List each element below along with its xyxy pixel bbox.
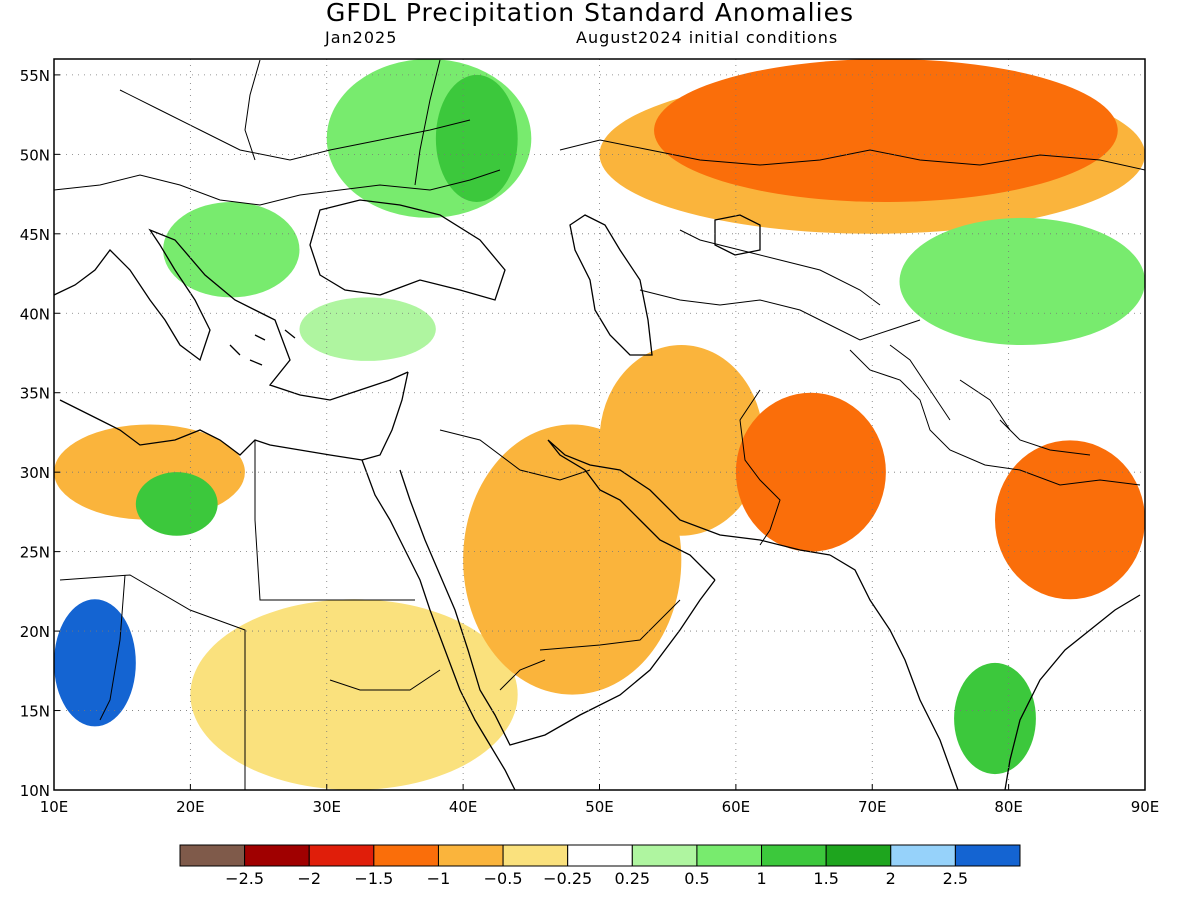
colorbar-swatch [437,844,504,867]
colorbar-swatch [502,844,569,867]
lat-tick-label: 30N [20,464,50,482]
map-axes: 10E 20E 30E 40E 50E 60E 70E 80E 90E 10N 15N 20N 25N 3… [20,67,1160,816]
colorbar-swatch [890,844,956,867]
lat-tick-label: 55N [20,67,50,85]
black-sea [309,199,506,301]
colorbar-swatch [244,844,310,867]
india-west-coast [829,554,959,790]
forecast-month: Jan2025 [325,28,398,47]
lat-tick-label: 20N [20,623,50,641]
lat-tick-label: 25N [20,544,50,562]
country-borders [54,59,1145,790]
lat-tick-label: 35N [20,385,50,403]
anomaly-region-10 [163,202,300,298]
lat-tick-label: 10N [20,782,50,800]
anomaly-region-6 [599,345,764,536]
anomaly-region-5 [899,217,1145,346]
colorbar-label: 2.5 [943,869,968,888]
north-africa-coast [59,399,363,461]
lon-tick-label: 20E [176,798,205,816]
colorbar-label: −1 [427,869,451,888]
colorbar-swatch [567,844,633,867]
colorbar-label: 1.5 [813,869,838,888]
caspian-sea [569,214,653,356]
colorbar-swatch [373,844,439,867]
lat-tick-label: 50N [20,146,50,164]
levant-coast [361,371,409,461]
colorbar-label: −2 [297,869,321,888]
persian-gulf-coast [547,439,831,581]
initial-conditions-label: August2024 initial conditions [576,28,839,47]
colorbar-label: 2 [886,869,896,888]
lat-tick-label: 15N [20,703,50,721]
colorbar-swatch [696,844,763,867]
colorbar-label: −0.25 [543,869,592,888]
map-title: GFDL Precipitation Standard Anomalies [326,0,854,27]
lon-tick-label: 80E [994,798,1023,816]
colorbar-label: 0.25 [614,869,650,888]
colorbar-swatch [631,844,698,867]
anomaly-region-15 [135,472,218,536]
colorbar-swatch [308,844,375,867]
anomaly-region-8 [994,440,1145,600]
balkan-islands [229,329,296,366]
lon-tick-label: 30E [312,798,341,816]
lat-tick-label: 40N [20,305,50,323]
colorbar-label: −1.5 [354,869,393,888]
anomaly-region-12 [54,599,136,727]
anomaly-fields [54,59,1145,790]
lon-tick-label: 40E [449,798,478,816]
lon-tick-label: 50E [585,798,614,816]
anomaly-region-14 [299,297,436,361]
colorbar-swatch [825,844,892,867]
colorbar: −2.5 −2 −1.5 −1 −0.5 −0.25 0.25 0.5 1 1.5 2 2.5 [179,844,1021,888]
lon-tick-label: 70E [858,798,887,816]
colorbar-swatch [761,844,827,867]
anomaly-region-2 [190,599,518,790]
anomaly-region-11 [435,74,518,203]
mediterranean-north-coast [54,228,409,401]
red-sea-east-coast [399,469,716,746]
lon-tick-label: 10E [40,798,69,816]
colorbar-label: 1 [756,869,766,888]
lat-tick-label: 45N [20,226,50,244]
india-east-coast [1004,594,1141,790]
aral-sea [714,214,761,256]
anomaly-region-13 [954,662,1036,775]
red-sea-west-coast [361,459,516,790]
colorbar-swatch [954,844,1021,867]
anomaly-region-1 [654,59,1118,203]
lon-tick-label: 60E [722,798,751,816]
coastlines [54,199,1141,790]
lon-tick-label: 90E [1131,798,1160,816]
colorbar-label: 0.5 [684,869,709,888]
colorbar-swatch [179,844,246,867]
colorbar-label: −2.5 [225,869,264,888]
colorbar-label: −0.5 [484,869,523,888]
